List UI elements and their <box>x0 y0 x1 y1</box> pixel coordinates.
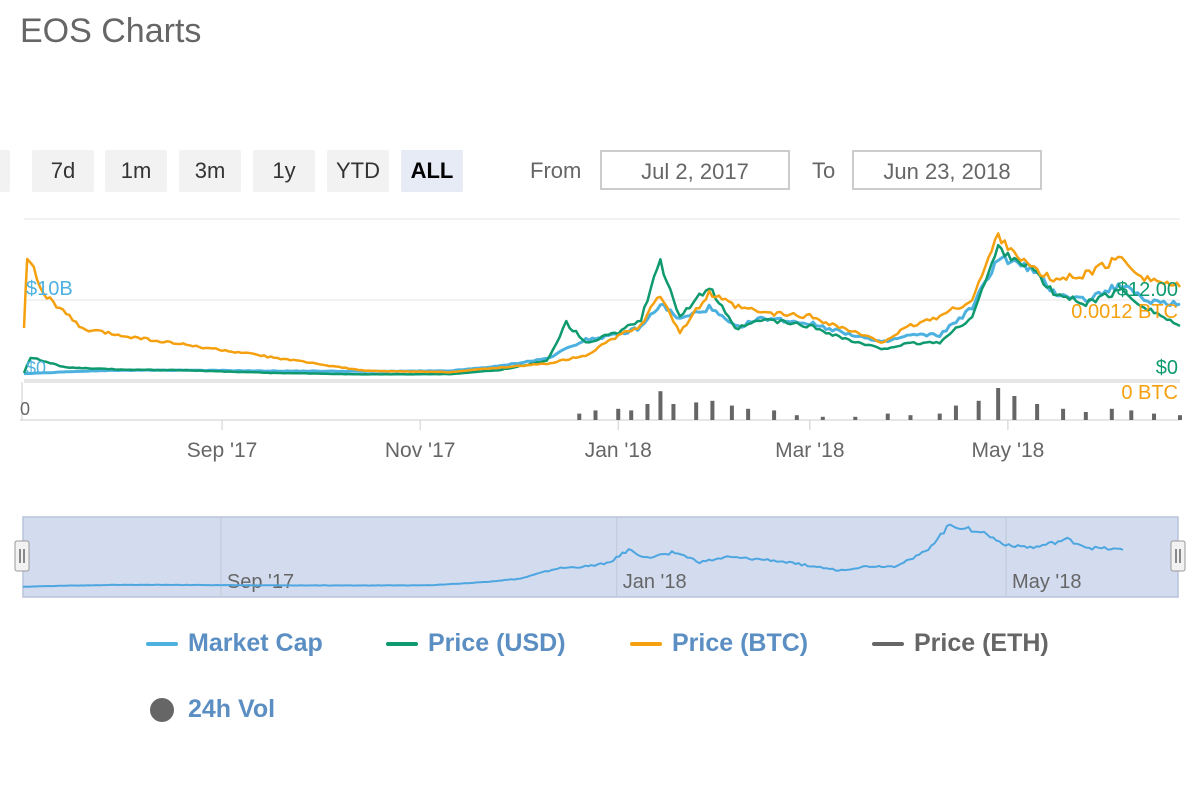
volume-bar-22 <box>1035 404 1040 420</box>
range-button-7d[interactable]: 7d <box>32 150 94 192</box>
volume-bar-25 <box>1109 408 1114 420</box>
price-btc-swatch-icon <box>630 642 662 647</box>
market-cap-swatch-icon <box>146 642 178 647</box>
series-line-price-btc[interactable] <box>22 232 1182 374</box>
volume-dot-icon <box>150 698 174 723</box>
navigator-handle-right[interactable] <box>1170 540 1186 572</box>
range-button-1d[interactable]: 1d <box>0 150 10 192</box>
range-button-1y[interactable]: 1y <box>253 150 315 192</box>
volume-bar-28 <box>1178 415 1182 420</box>
page-title: EOS Charts <box>20 12 202 50</box>
navigator-handle-left[interactable] <box>14 540 30 572</box>
volume-bar-1 <box>593 410 598 420</box>
from-date-input[interactable]: Jul 2, 2017 <box>600 150 790 190</box>
volume-bar-12 <box>794 415 799 420</box>
volume-bar-5 <box>658 391 663 420</box>
legend-label-price-eth: Price (ETH) <box>914 629 1049 657</box>
legend-label-price-usd: Price (USD) <box>428 629 566 657</box>
chart-legend: Market Cap Price (USD) Price (BTC) Price… <box>0 620 1200 740</box>
volume-bar-8 <box>710 400 715 420</box>
volume-bar-13 <box>820 416 825 420</box>
volume-bar-15 <box>885 413 890 420</box>
volume-axis-label: 0 <box>20 399 30 419</box>
x-tick-label-nov-17: Nov '17 <box>385 439 456 462</box>
volume-bar-16 <box>908 415 913 420</box>
range-selector: 1d 7d 1m 3m 1y YTD ALL <box>0 150 480 194</box>
range-button-ytd[interactable]: YTD <box>327 150 389 192</box>
volume-bar-2 <box>616 408 621 420</box>
volume-bar-17 <box>937 413 942 420</box>
to-label: To <box>812 158 836 183</box>
legend-label-price-btc: Price (BTC) <box>672 629 809 657</box>
btc-axis-label-top: 0.0012 BTC <box>1071 301 1178 323</box>
x-tick-label-may-18: May '18 <box>971 439 1044 462</box>
series-line-market-cap[interactable] <box>23 254 1181 376</box>
legend-label-24h-vol: 24h Vol <box>188 695 276 723</box>
x-tick-label-jan-18: Jan '18 <box>585 439 652 462</box>
legend-item-price-eth[interactable]: Price (ETH) <box>872 626 1049 660</box>
legend-item-price-btc[interactable]: Price (BTC) <box>630 626 808 660</box>
x-tick-label-mar-18: Mar '18 <box>775 439 844 462</box>
usd-axis-label-bottom: $0 <box>1156 357 1178 379</box>
market-cap-axis-label-bottom: $0 <box>26 358 46 378</box>
volume-bar-23 <box>1061 408 1066 420</box>
volume-bar-14 <box>853 416 858 420</box>
navigator-tick-label-may-18: May '18 <box>1012 571 1081 593</box>
volume-bar-7 <box>694 402 699 420</box>
x-tick-label-sep-17: Sep '17 <box>187 439 258 462</box>
navigator-tick-label-jan-18: Jan '18 <box>623 571 687 593</box>
to-date-input[interactable]: Jun 23, 2018 <box>852 150 1042 190</box>
volume-bar-3 <box>629 410 634 420</box>
legend-item-market-cap[interactable]: Market Cap <box>146 626 323 660</box>
range-button-3m[interactable]: 3m <box>179 150 241 192</box>
legend-item-price-usd[interactable]: Price (USD) <box>386 626 566 660</box>
volume-bar-10 <box>746 408 751 420</box>
btc-axis-label-bottom: 0 BTC <box>1121 382 1178 404</box>
volume-bar-20 <box>996 388 1001 420</box>
volume-bar-9 <box>729 405 734 420</box>
price-eth-swatch-icon <box>872 642 904 647</box>
volume-bar-21 <box>1012 396 1017 420</box>
pane-separator <box>24 379 1180 383</box>
legend-label-market-cap: Market Cap <box>188 629 323 657</box>
from-label: From <box>530 158 582 183</box>
legend-item-24h-vol[interactable]: 24h Vol <box>150 692 275 726</box>
volume-bar-27 <box>1152 413 1157 420</box>
volume-bar-26 <box>1129 410 1134 420</box>
price-usd-swatch-icon <box>386 642 418 647</box>
navigator-series-line <box>22 523 1124 588</box>
volume-bar-19 <box>976 400 981 420</box>
market-cap-axis-label-top: $10B <box>26 278 73 300</box>
range-button-all[interactable]: ALL <box>401 150 463 192</box>
volume-bar-0 <box>577 413 582 420</box>
volume-bar-24 <box>1083 412 1088 420</box>
navigator-tick-label-sep-17: Sep '17 <box>227 571 294 593</box>
series-line-price-usd[interactable] <box>22 243 1181 376</box>
volume-bar-18 <box>953 405 958 420</box>
usd-axis-label-top: $12.00 <box>1117 279 1178 301</box>
eos-price-chart: $10B $0 $12.000.0012 BTC $0 0 BTC 0 Sep '17 No… <box>14 218 1186 598</box>
volume-bar-11 <box>772 410 777 420</box>
volume-bar-4 <box>645 404 650 420</box>
volume-bar-6 <box>671 404 676 420</box>
range-button-1m[interactable]: 1m <box>105 150 167 192</box>
